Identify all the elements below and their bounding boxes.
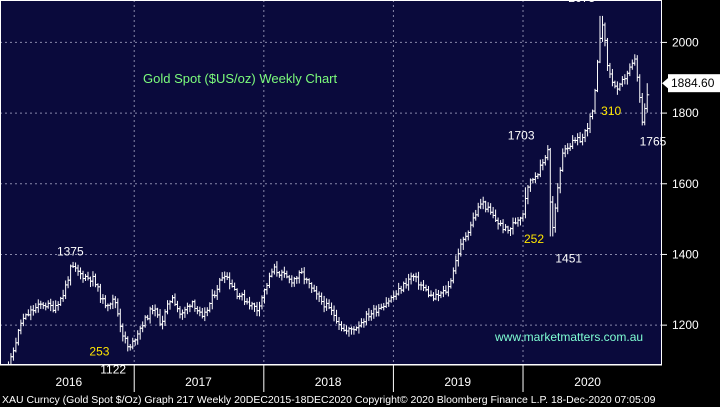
last-price-pointer [662, 77, 669, 90]
gridlines [0, 0, 662, 364]
x-tick-label: 2019 [444, 375, 471, 389]
ohlc-bar [645, 83, 650, 113]
annotation-label: 1451 [555, 251, 582, 265]
price-bars [0, 15, 650, 379]
chart-title: Gold Spot ($US/oz) Weekly Chart [143, 71, 337, 86]
footer-band [0, 392, 720, 407]
y-axis-ticks: 1200 1400 1600 1800 2000 [662, 35, 699, 332]
x-axis-ticks: 2016 2017 2018 2019 2020 [56, 365, 601, 392]
last-price-label: 1884.60 [671, 76, 715, 90]
annotation-label: 2075 [568, 0, 595, 5]
x-tick-label: 2016 [56, 375, 83, 389]
annotation-label: 1703 [508, 128, 535, 142]
annotations: 1375 253 1122 1703 252 1451 2075 310 1765 [57, 0, 667, 377]
footer-text: XAU Curncy (Gold Spot $/Oz) Graph 217 We… [2, 394, 656, 406]
annotation-label: 1375 [57, 244, 84, 258]
y-tick-label: 1200 [672, 318, 699, 332]
annotation-label: 310 [601, 104, 621, 118]
x-tick-label: 2018 [315, 375, 342, 389]
last-price-box [668, 74, 720, 93]
x-tick-label: 2020 [574, 375, 601, 389]
plot-background [0, 0, 662, 364]
y-tick-label: 1800 [672, 106, 699, 120]
x-axis-band [0, 365, 662, 392]
annotation-label: 253 [89, 344, 109, 358]
last-price-marker: 1884.60 [662, 74, 720, 93]
y-tick-label: 2000 [672, 35, 699, 49]
y-tick-label: 1400 [672, 247, 699, 261]
annotation-label: 1765 [640, 134, 667, 148]
annotation-label: 252 [524, 232, 544, 246]
y-tick-label: 1600 [672, 177, 699, 191]
annotation-label: 1122 [100, 363, 126, 377]
watermark: www.marketmatters.com.au [494, 330, 643, 344]
x-tick-label: 2017 [185, 375, 212, 389]
